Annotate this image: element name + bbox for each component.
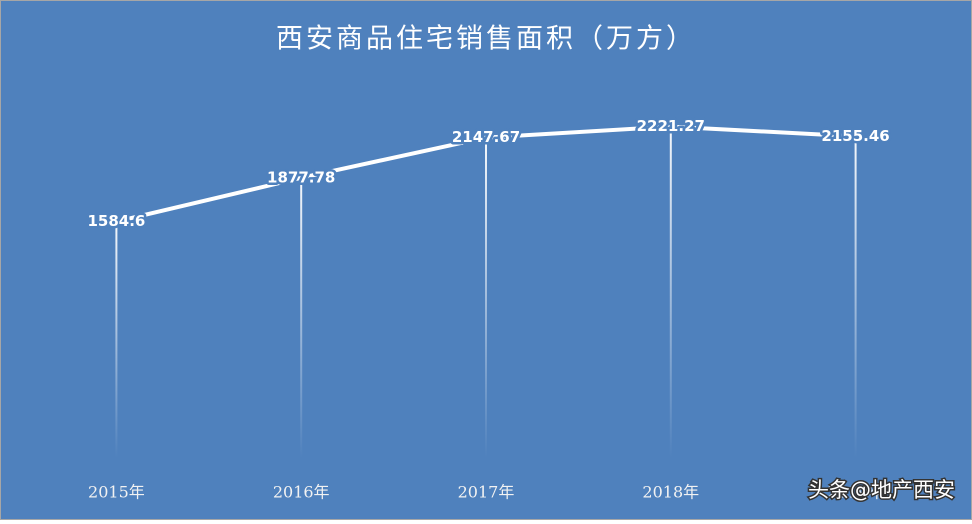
data-label: 2147.67: [452, 128, 520, 146]
data-label: 2221.27: [637, 117, 705, 135]
x-tick-label: 2015年: [88, 483, 145, 502]
watermark: 头条@地产西安: [808, 478, 955, 502]
drop-line: [485, 137, 487, 459]
data-label: 1877.78: [267, 168, 335, 186]
chart-title: 西安商品住宅销售面积（万方）: [276, 24, 696, 55]
x-tick-label: 2017年: [458, 483, 515, 502]
x-tick-label: 2018年: [642, 483, 699, 502]
drop-line: [300, 177, 303, 459]
drop-line: [854, 136, 857, 458]
data-label: 1584.6: [87, 212, 145, 230]
x-tick-label: 2016年: [273, 483, 330, 502]
x-tick-label: 2019年: [827, 483, 884, 502]
data-label: 2155.46: [821, 127, 889, 145]
drop-line: [115, 221, 118, 458]
line: [115, 124, 856, 224]
drop-line: [669, 126, 672, 458]
